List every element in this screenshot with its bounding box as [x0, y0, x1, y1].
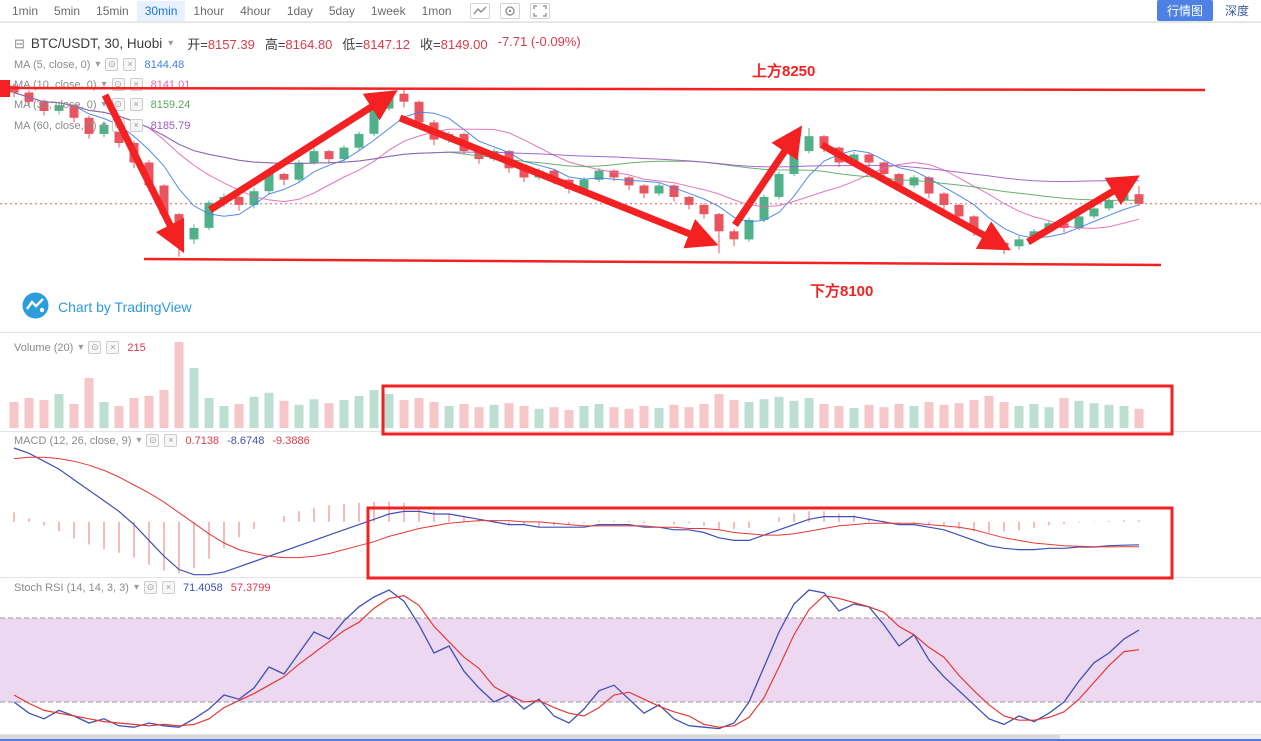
fullscreen-icon[interactable]: [529, 2, 550, 19]
close-icon[interactable]: ×: [164, 434, 178, 447]
settings-icon[interactable]: ⊙: [111, 119, 125, 132]
settings-icon[interactable]: ⊙: [146, 434, 160, 447]
indicator-value: -8.6748: [227, 434, 265, 447]
scrollbar-thumb[interactable]: [0, 735, 1060, 739]
caret-down-icon[interactable]: ▾: [101, 120, 107, 131]
indicator-value: 71.4058: [182, 581, 223, 594]
timeframe-1mon[interactable]: 1mon: [421, 3, 452, 18]
timeframe-15min[interactable]: 15min: [96, 3, 129, 18]
ohlc-open: 开=8157.39: [187, 37, 255, 52]
attribution-text: Chart by TradingView: [58, 299, 192, 315]
tradingview-logo-icon: [22, 292, 49, 322]
chart-type-icon[interactable]: [469, 2, 490, 19]
toolbar: 1min 5min 15min 30min 1hour 4hour 1day 5…: [0, 0, 1261, 22]
indicator-label[interactable]: MA (5, close, 0): [14, 58, 91, 71]
volume-header: Volume (20) ▾ ⊙ × 215: [14, 341, 146, 354]
timeframe-1day[interactable]: 1day: [286, 3, 313, 18]
chart-header: ⊟ BTC/USDT, 30, Huobi ▾ 开=8157.39 高=8164…: [14, 34, 581, 53]
indicator-value: 215: [127, 341, 146, 354]
price-change: -7.71 (-0.09%): [497, 34, 581, 49]
indicator-value: 0.7138: [185, 434, 220, 447]
caret-down-icon[interactable]: ▾: [101, 99, 107, 110]
depth-button[interactable]: 深度: [1224, 4, 1249, 18]
snapshot-icon[interactable]: [499, 2, 520, 19]
indicator-value: 57.3799: [230, 581, 271, 594]
timeframe-30min[interactable]: 30min: [136, 0, 186, 21]
indicator-label[interactable]: Volume (20): [14, 341, 74, 354]
ma-row-5: MA (5, close, 0) ▾ ⊙ × 8144.48: [14, 58, 184, 71]
timeframe-1week[interactable]: 1week: [370, 3, 406, 18]
caret-down-icon[interactable]: ▾: [78, 342, 84, 353]
close-icon[interactable]: ×: [129, 98, 143, 111]
ma-row-30: MA (30, close, 0) ▾ ⊙ × 8159.24: [14, 98, 190, 111]
indicator-value: 8159.24: [150, 98, 191, 111]
indicator-value: 8185.79: [150, 119, 191, 132]
timeframe-4hour[interactable]: 4hour: [240, 3, 271, 18]
timeframe-5day[interactable]: 5day: [328, 3, 355, 18]
indicator-label[interactable]: MA (60, close, 0): [14, 119, 97, 132]
ohlc-high: 高=8164.80: [264, 37, 333, 52]
indicator-label[interactable]: MA (10, close, 0): [14, 78, 97, 91]
tradingview-attribution[interactable]: Chart by TradingView: [22, 292, 192, 322]
timeframe-1min[interactable]: 1min: [12, 3, 39, 18]
indicator-value: 8141.01: [150, 78, 191, 91]
market-chart-button[interactable]: 行情图: [1156, 0, 1213, 21]
caret-down-icon[interactable]: ▾: [168, 38, 174, 49]
close-icon[interactable]: ×: [129, 119, 143, 132]
toolbar-right: 行情图 深度: [1156, 0, 1261, 21]
close-icon[interactable]: ×: [106, 341, 120, 354]
indicator-label[interactable]: MACD (12, 26, close, 9): [14, 434, 132, 447]
macd-header: MACD (12, 26, close, 9) ▾ ⊙ × 0.7138 -8.…: [14, 434, 310, 447]
stoch-rsi-header: Stoch RSI (14, 14, 3, 3) ▾ ⊙ × 71.4058 5…: [14, 581, 271, 594]
indicator-label[interactable]: MA (30, close, 0): [14, 98, 97, 111]
ohlc-readout: 开=8157.39 高=8164.80 低=8147.12 收=8149.00 …: [187, 34, 580, 53]
settings-icon[interactable]: ⊙: [111, 78, 125, 91]
caret-down-icon[interactable]: ▾: [133, 582, 139, 593]
indicator-label[interactable]: Stoch RSI (14, 14, 3, 3): [14, 581, 129, 594]
indicator-value: 8144.48: [144, 58, 185, 71]
settings-icon[interactable]: ⊙: [105, 58, 119, 71]
ohlc-low: 低=8147.12: [342, 37, 411, 52]
caret-down-icon[interactable]: ▾: [101, 79, 107, 90]
timeframe-5min[interactable]: 5min: [54, 3, 81, 18]
settings-icon[interactable]: ⊙: [88, 341, 102, 354]
bottom-border: [0, 739, 1261, 741]
timeframe-1hour[interactable]: 1hour: [193, 3, 225, 18]
ohlc-close: 收=8149.00: [420, 37, 488, 52]
settings-icon[interactable]: ⊙: [111, 98, 125, 111]
indicator-value: -9.3886: [272, 434, 310, 447]
close-icon[interactable]: ×: [161, 581, 175, 594]
ma-row-60: MA (60, close, 0) ▾ ⊙ × 8185.79: [14, 119, 190, 132]
close-icon[interactable]: ×: [129, 78, 143, 91]
close-icon[interactable]: ×: [123, 58, 137, 71]
ma-row-10: MA (10, close, 0) ▾ ⊙ × 8141.01: [14, 78, 190, 91]
horizontal-scrollbar[interactable]: [0, 735, 1261, 739]
symbol-menu-icon[interactable]: ⊟: [14, 35, 25, 51]
symbol-title[interactable]: BTC/USDT, 30, Huobi: [30, 36, 163, 51]
caret-down-icon[interactable]: ▾: [95, 59, 101, 70]
caret-down-icon[interactable]: ▾: [136, 435, 142, 446]
settings-icon[interactable]: ⊙: [143, 581, 157, 594]
